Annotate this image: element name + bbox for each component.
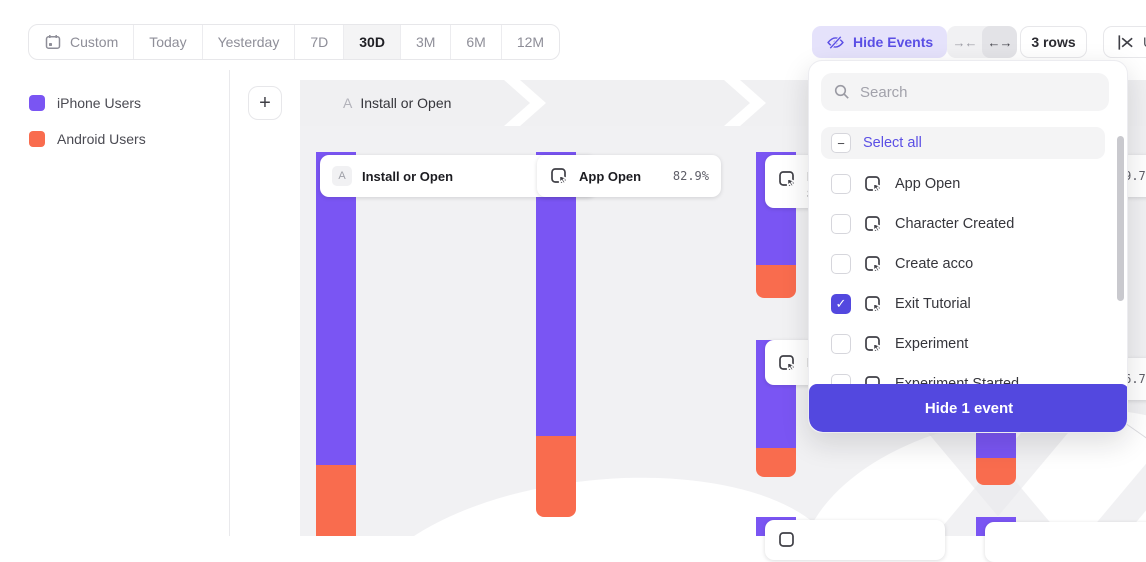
event-option-exit-tutorial[interactable]: ✓ Exit Tutorial xyxy=(821,286,1105,322)
date-range-3m[interactable]: 3M xyxy=(401,25,452,59)
hide-one-event-button[interactable]: Hide 1 event xyxy=(809,384,1127,432)
hide-one-event-label: Hide 1 event xyxy=(924,399,1014,417)
expand-icon: ←→ xyxy=(987,34,1013,50)
bar-step4-row2-android xyxy=(976,458,1016,485)
calendar-icon xyxy=(45,35,61,50)
click-event-icon xyxy=(865,216,882,233)
select-all-label: Select all xyxy=(863,135,922,151)
checkbox[interactable] xyxy=(831,254,851,274)
event-option-label: Character Created xyxy=(895,216,1015,232)
rows-count-button[interactable]: 3 rows xyxy=(1020,26,1087,58)
step-header-install-or-open[interactable]: A Install or Open xyxy=(300,80,530,126)
panel-divider xyxy=(229,70,230,536)
date-range-control: Custom Today Yesterday 7D 30D 3M 6M 12M xyxy=(28,24,561,60)
step-a-badge: A xyxy=(332,166,352,186)
dropdown-scrollbar[interactable] xyxy=(1117,136,1124,301)
event-search-box[interactable] xyxy=(821,73,1109,111)
bar-step2-android xyxy=(536,436,576,517)
event-option-app-open[interactable]: App Open xyxy=(821,166,1105,202)
select-all-checkbox-indeterminate[interactable]: − xyxy=(831,133,851,153)
event-option-label: Create acco xyxy=(895,256,974,272)
step-header-2[interactable] xyxy=(520,80,750,126)
event-option-create-acco[interactable]: Create acco xyxy=(821,246,1105,282)
date-range-7d[interactable]: 7D xyxy=(295,25,345,59)
date-range-yesterday[interactable]: Yesterday xyxy=(203,25,296,59)
event-option-label: Exit Tutorial xyxy=(895,296,971,312)
legend-label: iPhone Users xyxy=(57,95,142,111)
click-event-icon xyxy=(779,171,796,188)
trend-chart-icon xyxy=(1118,34,1133,50)
event-option-character-created[interactable]: Character Created xyxy=(821,206,1105,242)
click-event-icon xyxy=(865,256,882,273)
click-event-icon xyxy=(779,354,796,371)
checkbox[interactable] xyxy=(831,174,851,194)
search-icon xyxy=(834,84,849,99)
click-event-icon xyxy=(865,336,882,353)
event-card-percent: 6.7% xyxy=(1124,372,1146,386)
spacing-toggle-control: →← ←→ xyxy=(947,26,1017,58)
bar-step1-iphone xyxy=(316,152,356,465)
bar-step3-row2-android xyxy=(756,448,796,477)
event-card-label: Install or Open xyxy=(362,168,454,184)
event-option-experiment[interactable]: Experiment xyxy=(821,326,1105,362)
click-event-icon xyxy=(865,176,882,193)
event-card-label: App Open xyxy=(579,168,642,184)
select-all-row[interactable]: − Select all xyxy=(821,127,1105,159)
eye-off-icon xyxy=(827,35,844,49)
hide-events-label: Hide Events xyxy=(853,34,934,50)
chart-mode-label: U xyxy=(1143,34,1146,50)
date-range-today[interactable]: Today xyxy=(134,25,203,59)
legend-item-iphone-users[interactable]: iPhone Users xyxy=(29,95,141,111)
legend-label: Android Users xyxy=(57,131,146,147)
hide-events-button[interactable]: Hide Events xyxy=(812,26,948,58)
event-card-percent: 9.7% xyxy=(1124,169,1146,183)
iphone-users-swatch xyxy=(29,95,45,111)
date-range-label: Custom xyxy=(70,34,119,50)
event-card-step3-row3[interactable] xyxy=(765,520,945,560)
event-card-app-open[interactable]: App Open 82.9% xyxy=(537,155,721,197)
event-card-step4-row3[interactable] xyxy=(985,522,1146,562)
step-letter-badge: A xyxy=(343,95,353,111)
hide-events-dropdown: − Select all App Open Character Created … xyxy=(808,60,1128,433)
checkbox[interactable] xyxy=(831,334,851,354)
android-users-swatch xyxy=(29,131,45,147)
click-event-icon xyxy=(865,296,882,313)
collapse-columns-button[interactable]: →← xyxy=(947,26,982,58)
legend-item-android-users[interactable]: Android Users xyxy=(29,131,146,147)
event-search-input[interactable] xyxy=(860,83,1080,101)
rows-count-label: 3 rows xyxy=(1031,34,1076,50)
bar-step3-row1-android xyxy=(756,265,796,298)
event-card-percent: 82.9% xyxy=(672,169,709,183)
chart-mode-button[interactable]: U xyxy=(1103,26,1146,58)
date-range-custom[interactable]: Custom xyxy=(29,25,135,59)
collapse-icon: →← xyxy=(952,34,978,50)
step-header-label: Install or Open xyxy=(360,95,452,111)
add-step-button[interactable]: + xyxy=(248,86,282,120)
event-option-label: App Open xyxy=(895,176,961,192)
bar-step2-iphone xyxy=(536,152,576,436)
date-range-6m[interactable]: 6M xyxy=(451,25,502,59)
expand-columns-button[interactable]: ←→ xyxy=(982,26,1017,58)
checkbox-checked[interactable]: ✓ xyxy=(831,294,851,314)
click-event-icon xyxy=(779,532,794,547)
checkbox[interactable] xyxy=(831,214,851,234)
click-event-icon xyxy=(551,168,568,185)
bar-step1-android xyxy=(316,465,356,536)
date-range-12m[interactable]: 12M xyxy=(516,34,545,50)
app-window: Custom Today Yesterday 7D 30D 3M 6M 12M … xyxy=(28,24,1146,547)
event-option-label: Experiment xyxy=(895,336,969,352)
plus-icon: + xyxy=(259,91,271,114)
date-range-30d-active[interactable]: 30D xyxy=(344,25,401,59)
